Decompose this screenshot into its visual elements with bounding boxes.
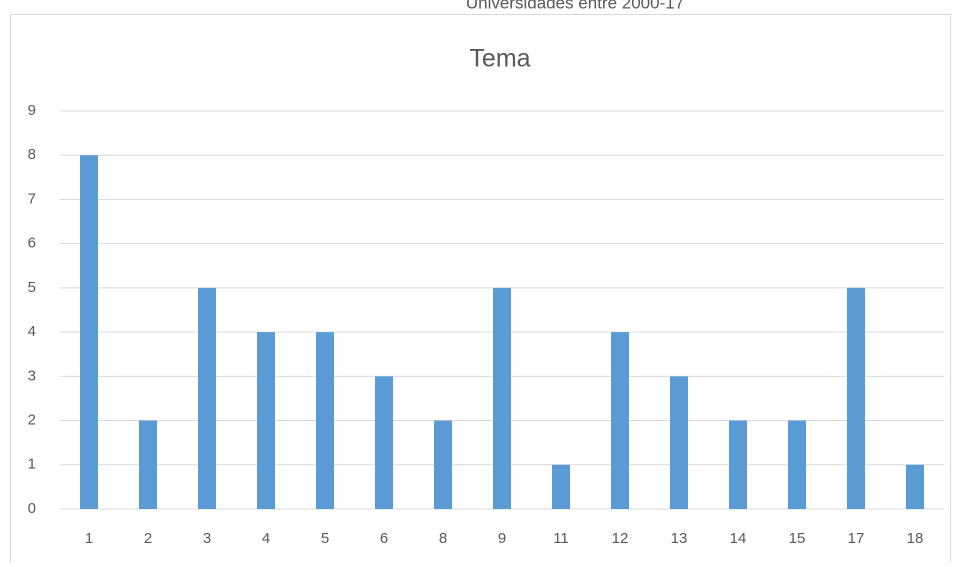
bar xyxy=(375,376,393,509)
x-tick-label: 2 xyxy=(144,530,152,547)
bar xyxy=(80,155,98,509)
bar xyxy=(670,376,688,509)
bar xyxy=(611,332,629,509)
bar xyxy=(493,287,511,509)
x-tick-label: 15 xyxy=(789,530,806,547)
x-tick-label: 5 xyxy=(321,530,329,547)
x-tick-label: 6 xyxy=(380,530,388,547)
y-tick-label: 3 xyxy=(28,367,36,384)
y-tick-label: 5 xyxy=(28,279,36,296)
y-tick-label: 4 xyxy=(28,323,36,340)
x-tick-label: 13 xyxy=(671,530,688,547)
bar xyxy=(847,287,865,509)
x-tick-label: 3 xyxy=(203,530,211,547)
bar xyxy=(198,287,216,509)
chart-border xyxy=(10,14,951,567)
x-tick-label: 17 xyxy=(848,530,865,547)
bar xyxy=(906,464,924,509)
chart-title: Tema xyxy=(469,45,530,73)
bar xyxy=(729,420,747,509)
y-tick-label: 6 xyxy=(28,235,36,252)
bar xyxy=(139,420,157,509)
bar xyxy=(257,332,275,509)
bar xyxy=(316,332,334,509)
y-tick-label: 7 xyxy=(28,190,36,207)
x-tick-label: 1 xyxy=(85,530,93,547)
bar xyxy=(788,420,806,509)
x-tick-label: 4 xyxy=(262,530,270,547)
x-tick-label: 12 xyxy=(612,530,629,547)
y-tick-label: 0 xyxy=(28,500,36,517)
x-tick-label: 14 xyxy=(730,530,747,547)
y-tick-label: 1 xyxy=(28,456,36,473)
x-tick-label: 9 xyxy=(498,530,506,547)
y-tick-label: 2 xyxy=(28,412,36,429)
x-tick-label: 11 xyxy=(553,530,569,547)
y-tick-label: 9 xyxy=(28,102,36,119)
x-tick-label: 18 xyxy=(907,530,924,547)
y-tick-label: 8 xyxy=(28,146,36,163)
bar xyxy=(434,420,452,509)
chart-subtitle: Universidades entre 2000-17 xyxy=(466,0,684,12)
bar xyxy=(552,464,570,509)
x-tick-label: 8 xyxy=(439,530,447,547)
